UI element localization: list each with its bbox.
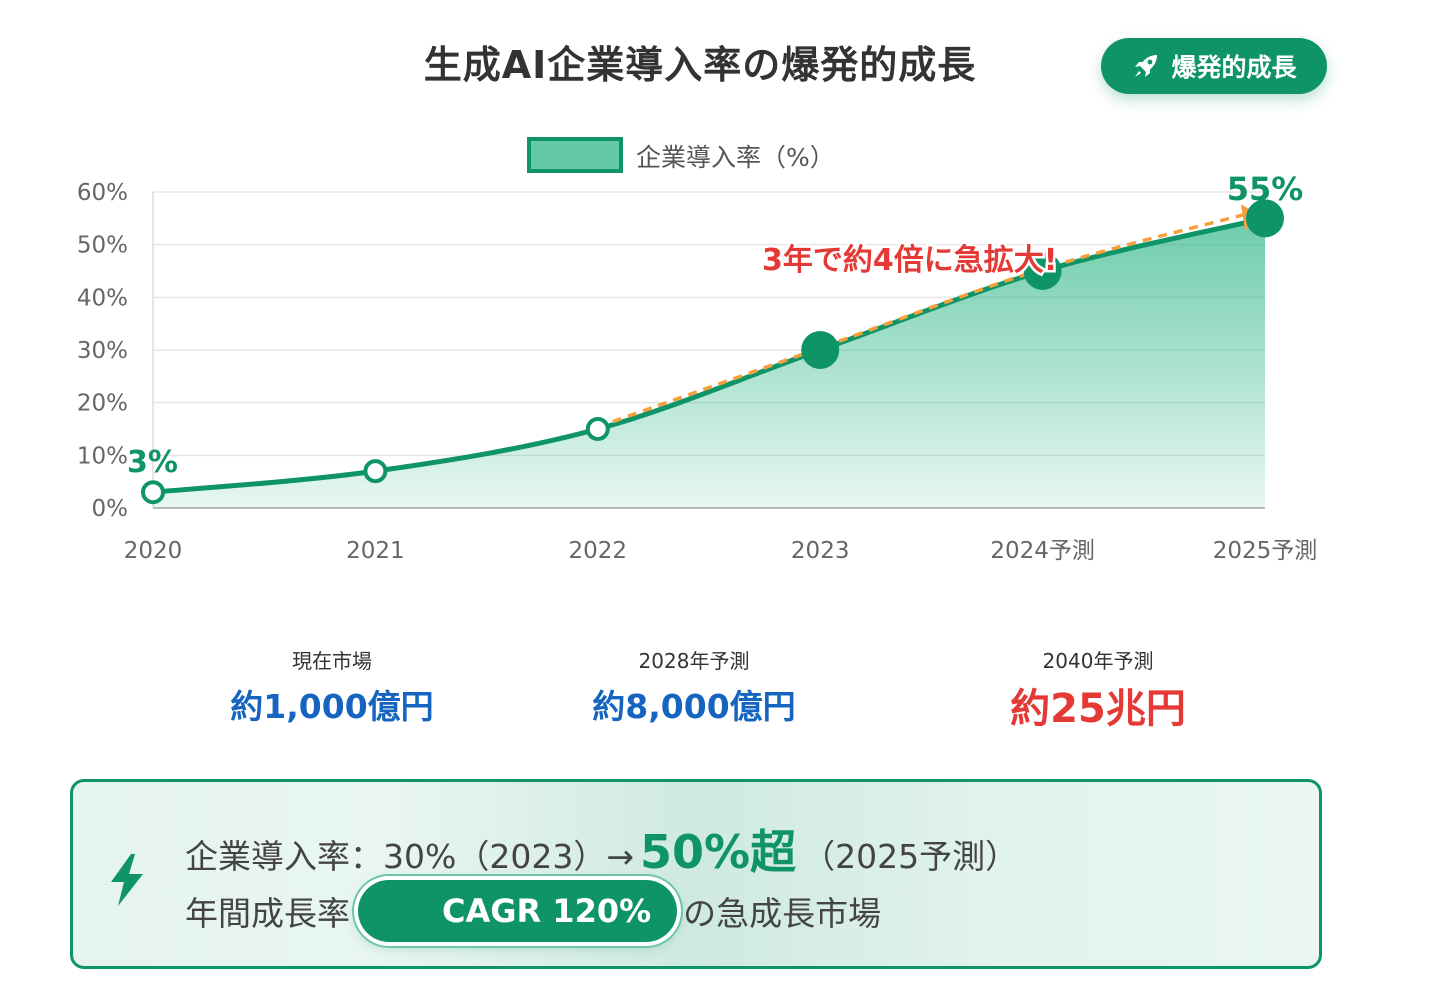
legend-swatch <box>527 137 623 173</box>
y-tick-label: 0% <box>92 496 129 522</box>
stat-label: 2040年予測 <box>1042 649 1154 673</box>
data-point <box>1023 252 1062 290</box>
data-point <box>585 417 610 441</box>
stat-2040-forecast: 2040年予測 約25兆円 <box>948 645 1248 734</box>
y-tick-label: 50% <box>77 233 128 259</box>
stat-value: 約25兆円 <box>1010 686 1186 732</box>
chart-area: 企業導入率（%） 0% 10% 20% 30% 40% 50% 60% 2020 2021 2022… <box>0 120 1440 580</box>
callout-line-adoption: 企業導入率：30%（2023）→ 50%超 （2025予測） <box>185 816 1018 882</box>
data-point <box>363 459 388 484</box>
end-value-label: 55% <box>1227 170 1304 208</box>
stat-label: 現在市場 <box>292 649 372 673</box>
y-tick-label: 10% <box>77 443 128 469</box>
data-point <box>801 331 840 369</box>
area-fill <box>153 218 1265 508</box>
cagr-badge: CAGR 120% <box>358 880 678 942</box>
rocket-icon <box>1135 55 1158 77</box>
stat-label: 2028年予測 <box>638 649 750 673</box>
legend-label: 企業導入率（%） <box>636 143 835 172</box>
x-tick-label: 2022 <box>569 538 628 564</box>
trend-arrow-line <box>597 210 1254 429</box>
callout-line2-suffix: の急成長市場 <box>683 894 882 933</box>
x-tick-label: 2020 <box>124 538 183 564</box>
adoption-rate-chart: 企業導入率（%） 0% 10% 20% 30% 40% 50% 60% 2020 2021 2022… <box>77 137 1318 564</box>
callout-highlight: 50%超 <box>639 825 797 879</box>
lightning-icon <box>111 854 143 906</box>
stat-current-market: 現在市場 約1,000億円 <box>182 645 482 728</box>
x-tick-label: 2025予測 <box>1213 538 1318 564</box>
growth-annotation: 3年で約4倍に急拡大! <box>762 243 1057 278</box>
callout-line-growth: 年間成長率 CAGR 120% の急成長市場 <box>185 880 881 942</box>
series-line <box>150 215 1268 495</box>
callout-line1-suffix: （2025予測） <box>802 837 1019 876</box>
x-tick-label: 2023 <box>791 538 850 564</box>
y-tick-label: 30% <box>77 338 128 364</box>
y-tick-label: 20% <box>77 391 128 417</box>
y-tick-label: 40% <box>77 285 128 311</box>
start-value-label: 3% <box>127 445 178 480</box>
badge-label: 爆発的成長 <box>1171 53 1297 82</box>
x-tick-label: 2024予測 <box>990 538 1095 564</box>
stat-value: 約1,000億円 <box>230 687 434 726</box>
chart-title: 生成AI企業導入率の爆発的成長 <box>423 43 977 87</box>
x-tick-label: 2021 <box>346 538 405 564</box>
data-point <box>141 480 165 505</box>
stat-value: 約8,000億円 <box>592 687 796 726</box>
summary-callout: 企業導入率：30%（2023）→ 50%超 （2025予測） 年間成長率 CAG… <box>70 779 1322 969</box>
callout-line2-prefix: 年間成長率 <box>185 894 350 933</box>
callout-line1-prefix: 企業導入率：30%（2023）→ <box>185 837 634 876</box>
explosive-growth-badge: 爆発的成長 <box>1101 38 1327 94</box>
data-point <box>1246 199 1284 238</box>
y-tick-label: 60% <box>77 180 128 206</box>
stat-2028-forecast: 2028年予測 約8,000億円 <box>544 645 844 728</box>
